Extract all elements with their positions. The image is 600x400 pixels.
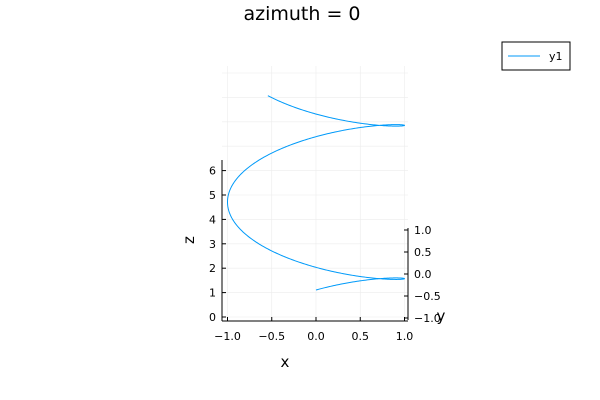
series-line-y1	[226, 95, 406, 291]
y-axis-label: y	[437, 307, 446, 325]
x-tick-labels: −1.0 −0.5 0.0 0.5 1.0	[214, 330, 413, 343]
x-tick-label: 1.0	[396, 330, 414, 343]
y-tick-label: 1.0	[414, 224, 432, 237]
x-tick-label: 0.0	[307, 330, 325, 343]
z-tick-label: 4	[209, 213, 216, 226]
y-tick-label: −0.5	[414, 290, 441, 303]
x-tick-label: 0.5	[352, 330, 370, 343]
z-tick-label: 0	[209, 311, 216, 324]
y-tick-label: 0.5	[414, 246, 432, 259]
z-tick-label: 2	[209, 262, 216, 275]
chart-title: azimuth = 0	[243, 3, 360, 25]
x-tick-label: −0.5	[258, 330, 285, 343]
grid	[222, 66, 408, 321]
y-tick-labels: −1.0 −0.5 0.0 0.5 1.0	[414, 224, 441, 325]
x-axis-label: x	[281, 353, 290, 371]
z-axis-label: z	[180, 236, 198, 244]
z-tick-label: 6	[209, 165, 216, 178]
legend: y1	[501, 41, 571, 71]
z-tick-label: 3	[209, 238, 216, 251]
z-tick-label: 5	[209, 189, 216, 202]
tick-marks	[222, 170, 408, 321]
legend-label-y1: y1	[549, 50, 563, 63]
z-tick-label: 1	[209, 287, 216, 300]
y-tick-label: −1.0	[414, 312, 441, 325]
y-tick-label: 0.0	[414, 268, 432, 281]
z-tick-labels: 0 1 2 3 4 5 6	[209, 165, 216, 324]
x-tick-label: −1.0	[214, 330, 241, 343]
